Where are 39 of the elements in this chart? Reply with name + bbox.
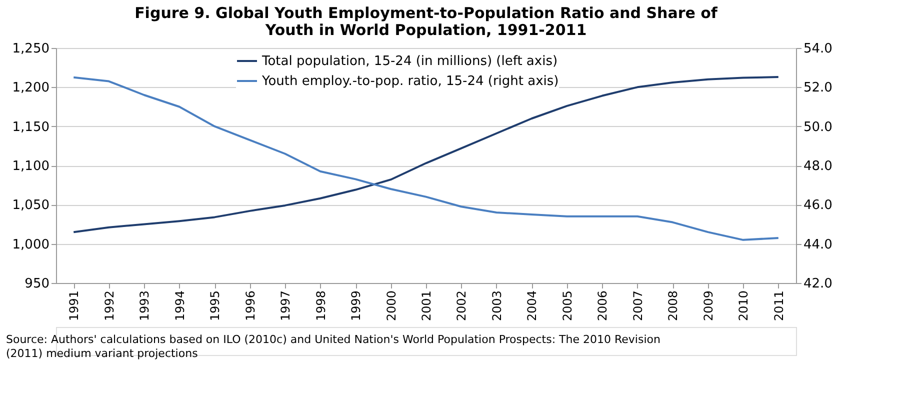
x-tick-label: 2000 <box>384 290 398 322</box>
x-tick-label: 2009 <box>701 290 716 322</box>
x-tick-label: 2002 <box>454 290 469 322</box>
x-tick-label: 1993 <box>138 290 152 322</box>
y-tick-label: 1,100 <box>12 159 50 174</box>
x-tick-label: 2008 <box>666 290 680 322</box>
y2-tick-label: 48.0 <box>804 159 832 174</box>
y2-tick-label: 46.0 <box>804 198 832 214</box>
x-tick-label: 2010 <box>736 290 751 322</box>
chart-title: Figure 9. Global Youth Employment-to-Population Ratio and Share of Youth in World Population, 1991-2011 <box>134 4 718 39</box>
y-tick-label: 1,150 <box>12 120 50 135</box>
x-tick-label: 2005 <box>560 290 574 322</box>
x-tick-label: 2011 <box>772 290 786 322</box>
y-tick-label: 950 <box>24 276 50 292</box>
y-tick-label: 1,000 <box>12 237 50 252</box>
y2-tick-label: 44.0 <box>804 237 832 252</box>
y2-tick-label: 52.0 <box>804 80 832 96</box>
x-tick-label: 1994 <box>172 290 187 322</box>
x-tick-label: 2003 <box>490 290 504 322</box>
x-tick-label: 1995 <box>208 290 222 322</box>
x-tick-label: 2001 <box>420 290 434 322</box>
x-tick-label: 1999 <box>349 290 364 322</box>
x-tick-label: 2007 <box>630 290 645 322</box>
x-tick-label: 1998 <box>314 290 328 322</box>
y2-tick-label: 50.0 <box>804 120 832 135</box>
x-tick-label: 1991 <box>67 290 82 322</box>
x-tick-label: 1996 <box>243 290 258 322</box>
y-tick-label: 1,200 <box>12 80 50 96</box>
y-tick-label: 1,250 <box>12 42 50 56</box>
x-tick-label: 2004 <box>525 290 540 322</box>
x-tick-label: 2006 <box>596 290 610 322</box>
y2-tick-label: 54.0 <box>804 42 832 56</box>
x-tick-label: 1992 <box>102 290 116 322</box>
source-note: Source: Authors' calculations based on ILO (2010c) and United Nation's World Population Prospects: The 2010 Revision (2011) medium variant projections <box>6 333 660 360</box>
legend-label: Total population, 15-24 (in millions) (left axis) <box>261 54 558 69</box>
y-tick-label: 1,050 <box>12 198 50 214</box>
x-tick-label: 1997 <box>278 290 293 322</box>
legend-label: Youth employ.-to-pop. ratio, 15-24 (right axis) <box>261 74 559 89</box>
y2-tick-label: 42.0 <box>804 276 832 292</box>
